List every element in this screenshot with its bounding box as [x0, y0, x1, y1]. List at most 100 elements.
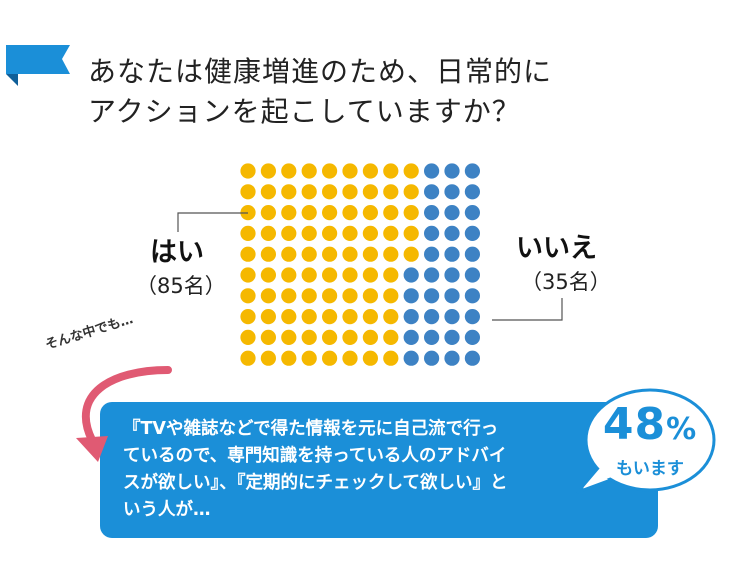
dot-yes: [342, 350, 358, 366]
dot-yes: [281, 184, 297, 200]
dot-yes: [260, 350, 276, 366]
dot-yes: [403, 225, 419, 241]
callout-line: スが欲しい』、『定期的にチェックして欲しい』と: [123, 473, 508, 493]
dot-yes: [260, 205, 276, 221]
dot-yes: [301, 163, 317, 179]
dot-yes: [342, 163, 358, 179]
dot-yes: [260, 163, 276, 179]
dot-no: [403, 350, 419, 366]
dot-no: [424, 225, 440, 241]
callout-line: ているので、専門知識を持っている人のアドバイ: [123, 446, 507, 466]
dot-yes: [403, 205, 419, 221]
yes-leader-line: [177, 212, 248, 232]
callout-box: [100, 402, 658, 538]
dot-no: [424, 329, 440, 345]
dot-no: [424, 163, 440, 179]
title-flag-icon: [6, 45, 70, 86]
no-leader-line: [492, 298, 563, 321]
percent-bubble: [584, 388, 716, 492]
dot-yes: [342, 225, 358, 241]
dot-no: [424, 246, 440, 262]
dot-no: [464, 246, 480, 262]
dot-yes: [240, 184, 256, 200]
dot-no: [424, 309, 440, 325]
dot-yes: [322, 163, 338, 179]
dot-yes: [342, 309, 358, 325]
dot-no: [444, 309, 460, 325]
dot-yes: [322, 246, 338, 262]
dot-no: [464, 350, 480, 366]
dot-yes: [362, 350, 378, 366]
dot-no: [403, 309, 419, 325]
yes-series-label: はい: [150, 237, 204, 268]
dot-yes: [383, 184, 399, 200]
dot-yes: [240, 225, 256, 241]
dot-no: [424, 184, 440, 200]
dot-yes: [240, 350, 256, 366]
dot-no: [464, 184, 480, 200]
percent-subtext: もいます: [616, 459, 684, 479]
dot-yes: [281, 329, 297, 345]
dot-no: [403, 288, 419, 304]
dot-yes: [342, 288, 358, 304]
dot-yes: [301, 309, 317, 325]
dot-yes: [362, 329, 378, 345]
dot-yes: [383, 246, 399, 262]
dot-yes: [362, 288, 378, 304]
dot-yes: [301, 246, 317, 262]
dot-yes: [301, 205, 317, 221]
dot-no: [464, 309, 480, 325]
arrow-head-icon: [76, 436, 108, 462]
dot-yes: [362, 163, 378, 179]
dot-yes: [383, 267, 399, 283]
dot-yes: [342, 267, 358, 283]
dot-yes: [301, 225, 317, 241]
dot-yes: [342, 184, 358, 200]
dot-yes: [403, 246, 419, 262]
dot-yes: [260, 329, 276, 345]
dot-yes: [281, 225, 297, 241]
dot-yes: [383, 329, 399, 345]
dot-yes: [362, 205, 378, 221]
dot-yes: [240, 329, 256, 345]
dot-no: [464, 288, 480, 304]
dot-yes: [322, 205, 338, 221]
dot-yes: [322, 225, 338, 241]
percent-unit: %: [666, 412, 698, 447]
dot-yes: [281, 163, 297, 179]
percent-number: 48: [602, 399, 667, 450]
dot-yes: [383, 309, 399, 325]
percent-value: 48%: [595, 399, 705, 450]
dot-yes: [240, 246, 256, 262]
dot-no: [464, 267, 480, 283]
dot-yes: [260, 267, 276, 283]
dot-yes: [342, 205, 358, 221]
dot-yes: [301, 350, 317, 366]
dot-no: [424, 350, 440, 366]
no-series-label: いいえ: [516, 233, 597, 264]
dot-yes: [281, 288, 297, 304]
dot-no: [444, 246, 460, 262]
dot-no: [444, 288, 460, 304]
page-title-line-1: あなたは健康増進のため、日常的に: [88, 55, 553, 88]
dot-yes: [383, 163, 399, 179]
dot-yes: [383, 350, 399, 366]
dot-yes: [322, 329, 338, 345]
no-count-label: （35名）: [521, 270, 611, 294]
dot-yes: [240, 163, 256, 179]
dot-no: [444, 225, 460, 241]
dot-no: [444, 350, 460, 366]
dot-yes: [383, 205, 399, 221]
dot-yes: [322, 184, 338, 200]
dot-no: [424, 267, 440, 283]
dot-yes: [260, 225, 276, 241]
dot-yes: [322, 288, 338, 304]
dot-yes: [342, 329, 358, 345]
dot-yes: [342, 246, 358, 262]
yes-count-label: （85名）: [136, 274, 226, 298]
dot-yes: [301, 267, 317, 283]
dot-no: [444, 267, 460, 283]
dot-yes: [322, 267, 338, 283]
dot-no: [444, 163, 460, 179]
